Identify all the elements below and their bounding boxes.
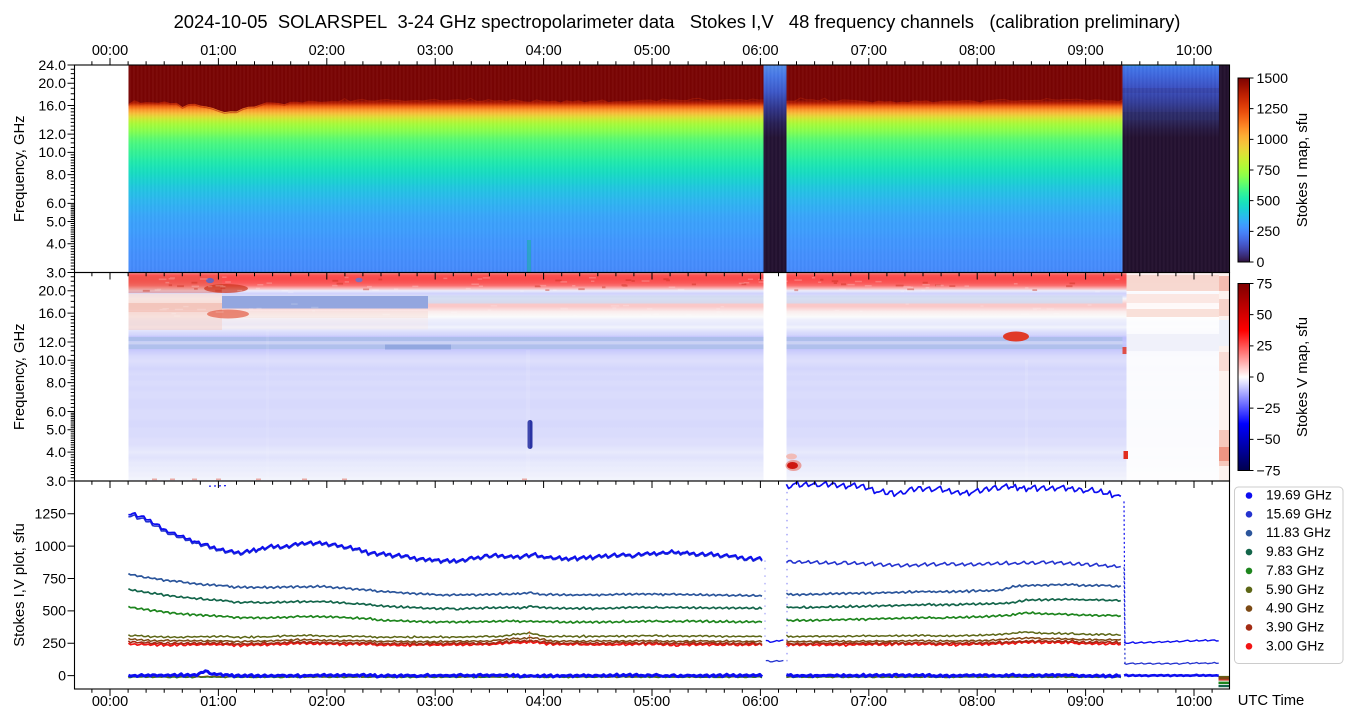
svg-text:−75: −75 (1257, 463, 1281, 479)
svg-text:10:00: 10:00 (1176, 694, 1212, 710)
svg-text:10.0: 10.0 (38, 145, 66, 161)
svg-text:Frequency, GHz: Frequency, GHz (12, 323, 28, 430)
svg-text:04:00: 04:00 (525, 43, 561, 59)
svg-text:0: 0 (1257, 255, 1265, 271)
svg-text:06:00: 06:00 (742, 43, 778, 59)
svg-text:09:00: 09:00 (1067, 694, 1103, 710)
svg-text:0: 0 (58, 668, 66, 684)
svg-text:9.83 GHz: 9.83 GHz (1266, 544, 1324, 559)
svg-text:5.0: 5.0 (46, 423, 66, 439)
svg-text:24.0: 24.0 (38, 58, 66, 74)
svg-text:5.0: 5.0 (46, 214, 66, 230)
svg-text:20.0: 20.0 (38, 284, 66, 300)
svg-text:16.0: 16.0 (38, 306, 66, 322)
svg-text:1500: 1500 (1257, 71, 1289, 87)
svg-text:Stokes V map, sfu: Stokes V map, sfu (1295, 317, 1311, 437)
svg-text:08:00: 08:00 (959, 43, 995, 59)
svg-text:19.69 GHz: 19.69 GHz (1266, 488, 1332, 503)
svg-text:01:00: 01:00 (200, 43, 236, 59)
svg-text:05:00: 05:00 (634, 694, 670, 710)
svg-text:500: 500 (42, 604, 66, 620)
svg-text:5.90 GHz: 5.90 GHz (1266, 582, 1324, 597)
svg-text:250: 250 (42, 636, 66, 652)
svg-text:UTC Time: UTC Time (1238, 693, 1305, 709)
svg-text:4.90 GHz: 4.90 GHz (1266, 601, 1324, 616)
svg-text:09:00: 09:00 (1067, 43, 1103, 59)
svg-text:75: 75 (1257, 276, 1273, 292)
svg-text:12.0: 12.0 (38, 335, 66, 351)
svg-text:3.90 GHz: 3.90 GHz (1266, 619, 1324, 634)
svg-text:10.0: 10.0 (38, 353, 66, 369)
svg-text:50: 50 (1257, 307, 1273, 323)
svg-text:750: 750 (42, 571, 66, 587)
svg-text:750: 750 (1257, 163, 1281, 179)
svg-text:02:00: 02:00 (309, 43, 345, 59)
svg-text:05:00: 05:00 (634, 43, 670, 59)
svg-text:04:00: 04:00 (525, 694, 561, 710)
svg-text:20.0: 20.0 (38, 76, 66, 92)
svg-text:02:00: 02:00 (309, 694, 345, 710)
svg-text:−50: −50 (1257, 432, 1281, 448)
svg-text:Frequency, GHz: Frequency, GHz (12, 115, 28, 222)
svg-text:4.0: 4.0 (46, 237, 66, 253)
svg-text:03:00: 03:00 (417, 43, 453, 59)
svg-text:1250: 1250 (1257, 101, 1289, 117)
svg-text:8.0: 8.0 (46, 167, 66, 183)
svg-text:10:00: 10:00 (1176, 43, 1212, 59)
svg-text:4.0: 4.0 (46, 445, 66, 461)
svg-text:08:00: 08:00 (959, 694, 995, 710)
svg-text:3.0: 3.0 (46, 265, 66, 281)
svg-text:Stokes I map, sfu: Stokes I map, sfu (1295, 113, 1311, 227)
svg-text:3.0: 3.0 (46, 474, 66, 490)
svg-text:07:00: 07:00 (851, 694, 887, 710)
svg-text:07:00: 07:00 (851, 43, 887, 59)
svg-text:6.0: 6.0 (46, 404, 66, 420)
svg-text:500: 500 (1257, 193, 1281, 209)
svg-text:00:00: 00:00 (92, 43, 128, 59)
svg-text:Stokes I,V plot, sfu: Stokes I,V plot, sfu (12, 523, 28, 646)
svg-text:25: 25 (1257, 339, 1273, 355)
svg-text:−25: −25 (1257, 401, 1281, 417)
svg-text:1000: 1000 (1257, 132, 1289, 148)
svg-text:250: 250 (1257, 224, 1281, 240)
svg-text:3.00 GHz: 3.00 GHz (1266, 638, 1324, 653)
svg-text:1000: 1000 (34, 539, 66, 555)
svg-text:6.0: 6.0 (46, 196, 66, 212)
svg-text:11.83 GHz: 11.83 GHz (1266, 525, 1331, 540)
svg-text:8.0: 8.0 (46, 375, 66, 391)
svg-text:03:00: 03:00 (417, 694, 453, 710)
svg-text:16.0: 16.0 (38, 98, 66, 114)
svg-text:1250: 1250 (34, 507, 66, 523)
svg-text:2024-10-05 SOLARSPEL 3-24 GH: 2024-10-05 SOLARSPEL 3-24 GHz spectropol… (174, 11, 1181, 32)
svg-text:7.83 GHz: 7.83 GHz (1266, 563, 1324, 578)
svg-text:12.0: 12.0 (38, 127, 66, 143)
svg-text:0: 0 (1257, 370, 1265, 386)
svg-text:06:00: 06:00 (742, 694, 778, 710)
svg-text:15.69 GHz: 15.69 GHz (1266, 506, 1332, 521)
svg-text:01:00: 01:00 (200, 694, 236, 710)
svg-text:00:00: 00:00 (92, 694, 128, 710)
